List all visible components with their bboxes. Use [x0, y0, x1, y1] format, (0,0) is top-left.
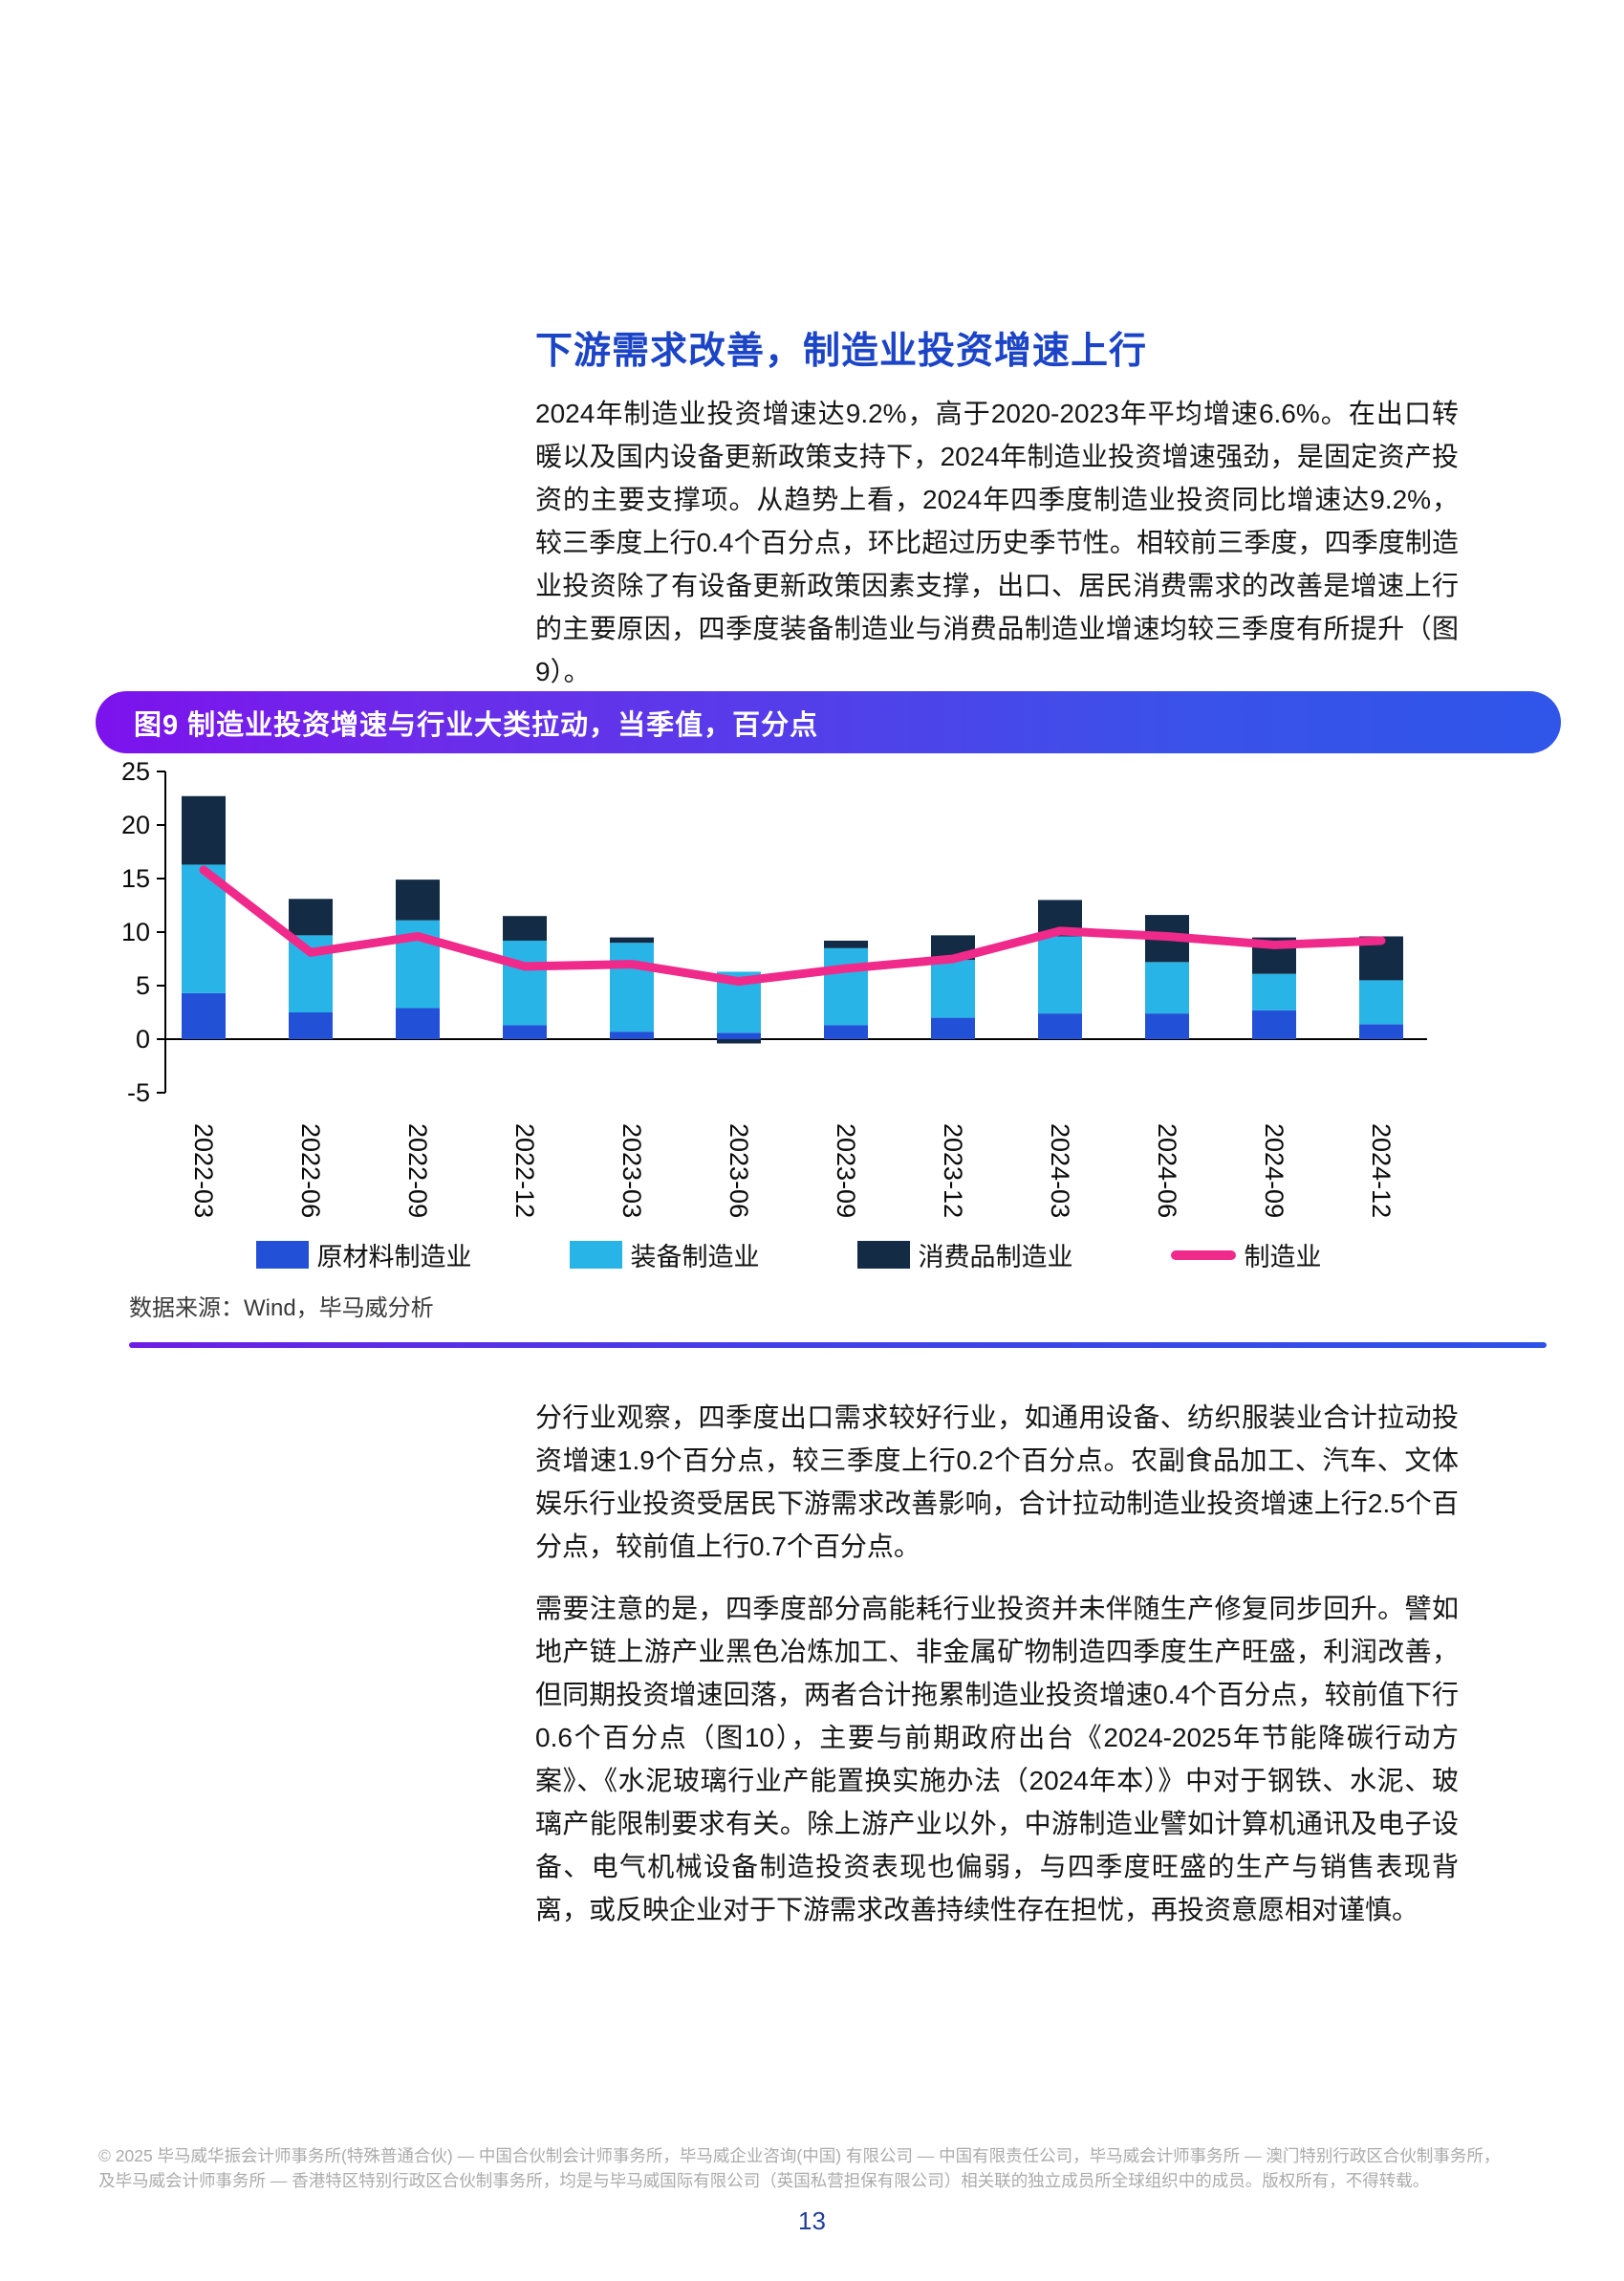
bar-segment [1038, 1013, 1082, 1039]
bar-segment [610, 937, 654, 944]
legend-swatch [255, 1241, 309, 1269]
bar-segment [1038, 936, 1082, 1014]
legend-label: 装备制造业 [630, 1243, 760, 1271]
legend-item: 装备制造业 [569, 1236, 760, 1273]
bar-segment [1145, 1013, 1189, 1039]
legend-swatch [569, 1241, 622, 1269]
manufacturing-line [199, 865, 1386, 987]
bar-segment [824, 1025, 868, 1039]
chart-legend: 原材料制造业 装备制造业 消费品制造业 制造业 [119, 1236, 1458, 1273]
bar-segment [1359, 980, 1403, 1025]
bar-segment [717, 1032, 761, 1039]
legend-swatch [1170, 1249, 1236, 1260]
bar-segment [1359, 1024, 1403, 1039]
y-tick-label: 10 [121, 918, 150, 946]
bar-segment [1252, 1010, 1296, 1039]
figure-title: 图9 制造业投资增速与行业大类拉动，当季值，百分点 [134, 709, 819, 741]
figure-title-banner: 图9 制造业投资增速与行业大类拉动，当季值，百分点 [96, 691, 1561, 753]
legend-item: 原材料制造业 [255, 1236, 472, 1273]
x-category-label: 2022-03 [189, 1123, 218, 1218]
x-category-label: 2023-12 [939, 1123, 967, 1218]
section-divider [129, 1342, 1547, 1348]
x-category-label: 2022-12 [510, 1123, 539, 1218]
y-tick-label: 0 [136, 1025, 150, 1054]
x-category-label: 2023-03 [617, 1123, 646, 1218]
legend-label: 消费品制造业 [918, 1243, 1073, 1271]
bar-segment [931, 960, 975, 1018]
y-tick-label: 5 [136, 971, 150, 1000]
y-tick-label: 25 [121, 760, 150, 786]
legend-item: 消费品制造业 [856, 1236, 1073, 1273]
y-tick-label: 20 [121, 811, 150, 839]
bar-segment [503, 916, 547, 941]
bar-segment [610, 1032, 654, 1039]
page-number: 13 [798, 2206, 826, 2235]
x-category-label: 2024-06 [1153, 1123, 1181, 1218]
bar-segment [503, 940, 547, 1026]
data-source: 数据来源：Wind，毕马威分析 [129, 1295, 434, 1321]
paragraph-2: 分行业观察，四季度出口需求较好行业，如通用设备、纺织服装业合计拉动投资增速1.9… [535, 1402, 1459, 1561]
footer-line-1: © 2025 毕马威华振会计师事务所(特殊普通合伙) — 中国合伙制会计师事务所… [98, 2146, 1501, 2165]
bar-segment [182, 795, 226, 865]
x-category-label: 2024-12 [1367, 1123, 1396, 1218]
x-category-label: 2022-09 [403, 1123, 432, 1218]
x-category-label: 2023-09 [832, 1123, 860, 1218]
bar-segment [289, 899, 333, 936]
bar-segment [717, 1039, 761, 1044]
paragraph-1: 2024年制造业投资增速达9.2%，高于2020-2023年平均增速6.6%。在… [535, 399, 1459, 686]
footer-line-2: 及毕马威会计师事务所 — 香港特区特别行政区合伙制事务所，均是与毕马威国际有限公… [98, 2171, 1430, 2190]
bar-segment [289, 1012, 333, 1039]
bar-segment [503, 1025, 547, 1039]
legend-label: 原材料制造业 [316, 1243, 472, 1271]
bar-segment [182, 992, 226, 1039]
bar-segment [1252, 973, 1296, 1010]
figure-9-chart: -5 0 5 10 15 20 25 2022-03 2022-06 2022-09 2022-12… [121, 760, 1427, 1218]
bar-segment [610, 943, 654, 1032]
y-tick-label: 15 [121, 864, 150, 893]
bar-segment [396, 1008, 440, 1039]
paragraph-3: 需要注意的是，四季度部分高能耗行业投资并未伴随生产修复同步回升。譬如地产链上游产… [535, 1594, 1459, 1924]
bar-segment [824, 947, 868, 1026]
legend-item: 制造业 [1170, 1236, 1322, 1273]
x-category-label: 2024-09 [1260, 1123, 1288, 1218]
footer-disclaimer: © 2025 毕马威华振会计师事务所(特殊普通合伙) — 中国合伙制会计师事务所… [98, 2143, 1532, 2193]
bar-segment [931, 1017, 975, 1039]
bar-segment [396, 880, 440, 921]
y-tick-label: -5 [127, 1078, 150, 1107]
legend-label: 制造业 [1244, 1243, 1322, 1271]
section-title: 下游需求改善，制造业投资增速上行 [535, 331, 1148, 372]
x-category-label: 2024-03 [1046, 1123, 1074, 1218]
bar-segment [824, 940, 868, 948]
legend-swatch [856, 1241, 910, 1269]
x-category-label: 2022-06 [296, 1123, 325, 1218]
x-category-label: 2023-06 [725, 1123, 753, 1218]
bar-segment [1145, 962, 1189, 1014]
